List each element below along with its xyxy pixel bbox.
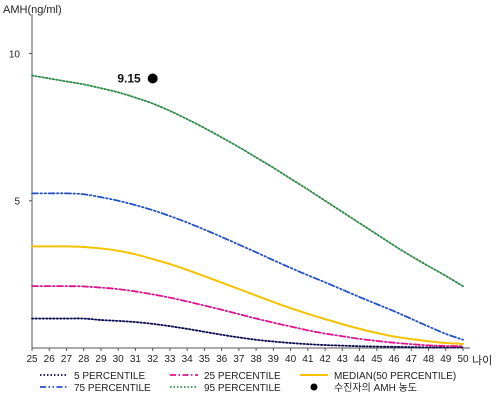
- x-tick-label: 37: [233, 354, 245, 365]
- legend-label: 5 PERCENTILE: [74, 371, 145, 382]
- x-tick-label: 42: [320, 354, 332, 365]
- x-tick-label: 34: [182, 354, 194, 365]
- legend-label: 수진자의 AMH 농도: [334, 382, 417, 394]
- x-tick-label: 36: [216, 354, 228, 365]
- x-tick-label: 45: [371, 354, 383, 365]
- x-axis-title: 나이: [472, 354, 492, 367]
- x-tick-label: 30: [113, 354, 125, 365]
- x-tick-label: 39: [268, 354, 280, 365]
- x-tick-label: 41: [302, 354, 314, 365]
- legend-label: 25 PERCENTILE: [204, 371, 281, 382]
- legend: 5 PERCENTILE 25 PERCENTILE MEDIAN(50 PERCE…: [40, 371, 456, 394]
- series-line-5-percentile: [31, 317, 464, 349]
- x-tick-label: 44: [354, 354, 366, 365]
- x-tick-label: 28: [78, 354, 90, 365]
- x-tick-label: 46: [388, 354, 400, 365]
- series-line-25-percentile: [31, 285, 464, 348]
- x-tick-label: 35: [199, 354, 211, 365]
- axes: AMH(ng/ml) 나이: [3, 4, 492, 367]
- y-tick-label: 10: [9, 49, 21, 60]
- legend-label: 95 PERCENTILE: [204, 383, 281, 394]
- series-line-median-50-percentile: [31, 245, 464, 345]
- x-tick-label: 33: [164, 354, 176, 365]
- series-lines: [31, 74, 464, 349]
- x-tick-label: 43: [337, 354, 349, 365]
- patient-amh-label: 9.15: [117, 71, 141, 85]
- series-line-75-percentile: [31, 192, 464, 341]
- data-points: 9.15: [117, 71, 158, 85]
- x-tick-label: 25: [26, 354, 38, 365]
- x-tick-label: 27: [61, 354, 73, 365]
- y-axis-title: AMH(ng/ml): [3, 4, 62, 16]
- x-tick-label: 40: [285, 354, 297, 365]
- legend-label: 75 PERCENTILE: [74, 383, 151, 394]
- series-line-95-percentile: [31, 74, 464, 288]
- x-tick-label: 38: [251, 354, 263, 365]
- x-tick-label: 50: [457, 354, 469, 365]
- ticks: 25 26 27 28 29 30 31 32 33 34 35 36 37 38 39 40 41 42 43 44…: [9, 49, 469, 365]
- x-tick-label: 26: [44, 354, 56, 365]
- x-tick-label: 29: [95, 354, 107, 365]
- x-tick-label: 31: [130, 354, 142, 365]
- x-tick-label: 49: [440, 354, 452, 365]
- y-tick-label: 5: [14, 197, 20, 208]
- x-tick-label: 32: [147, 354, 159, 365]
- legend-swatch: [310, 383, 318, 391]
- x-tick-label: 47: [406, 354, 418, 365]
- x-tick-label: 48: [423, 354, 435, 365]
- patient-amh-point: [147, 73, 158, 84]
- legend-label: MEDIAN(50 PERCENTILE): [334, 371, 456, 382]
